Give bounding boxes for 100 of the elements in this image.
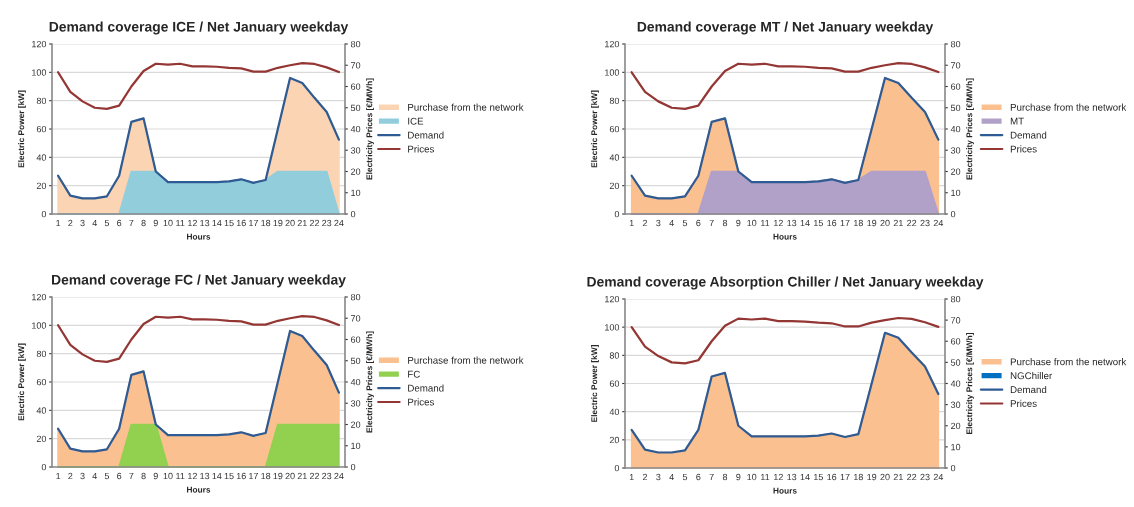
y2-tick-label: 80 bbox=[950, 40, 961, 48]
x-axis-title: Hours bbox=[187, 486, 211, 493]
y-tick-label: 60 bbox=[36, 378, 47, 386]
y-tick-label: 0 bbox=[614, 464, 620, 472]
x-tick-label: 24 bbox=[334, 219, 344, 227]
x-axis-title: Hours bbox=[773, 487, 797, 494]
x-tick-label: 18 bbox=[261, 219, 271, 227]
x-tick-label: 6 bbox=[696, 219, 701, 227]
x-tick-label: 13 bbox=[200, 472, 210, 480]
x-tick-label: 16 bbox=[827, 473, 837, 481]
legend-label: Demand bbox=[1010, 131, 1047, 139]
y-tick-label: 20 bbox=[36, 435, 47, 443]
y2-tick-label: 30 bbox=[350, 400, 361, 407]
legend-label: Purchase from the network bbox=[1010, 103, 1127, 111]
y2-tick-label: 60 bbox=[351, 83, 361, 90]
x-tick-label: 4 bbox=[92, 219, 97, 227]
y-tick-label: 120 bbox=[605, 295, 620, 303]
x-tick-label: 18 bbox=[854, 219, 863, 227]
y-tick-label: 40 bbox=[609, 154, 620, 161]
x-tick-label: 15 bbox=[224, 219, 234, 227]
y2-tick-label: 40 bbox=[950, 380, 961, 387]
y2-tick-label: 50 bbox=[350, 104, 361, 112]
x-tick-label: 3 bbox=[80, 472, 85, 480]
x-tick-label: 12 bbox=[774, 473, 783, 481]
legend-label: NGChiller bbox=[1010, 372, 1053, 380]
x-tick-label: 5 bbox=[682, 473, 688, 481]
y-tick-label: 80 bbox=[609, 352, 620, 359]
x-tick-label: 17 bbox=[249, 472, 259, 480]
x-tick-label: 24 bbox=[933, 473, 944, 481]
legend-label: Demand bbox=[408, 131, 444, 139]
x-tick-label: 8 bbox=[141, 219, 146, 227]
y-tick-label: 100 bbox=[32, 322, 47, 329]
x-tick-label: 9 bbox=[736, 219, 741, 227]
x-tick-label: 10 bbox=[747, 219, 757, 227]
y-tick-label: 80 bbox=[609, 97, 620, 105]
y2-tick-label: 70 bbox=[951, 62, 961, 69]
x-tick-label: 1 bbox=[56, 472, 61, 480]
legend-label: Purchase from the network bbox=[408, 356, 524, 364]
y2-tick-label: 10 bbox=[951, 189, 961, 197]
x-tick-label: 12 bbox=[188, 472, 197, 480]
x-tick-label: 21 bbox=[297, 219, 307, 227]
x-tick-label: 22 bbox=[907, 473, 917, 481]
legend-label: Prices bbox=[1010, 399, 1037, 407]
x-tick-label: 20 bbox=[880, 219, 890, 227]
y2-tick-label: 60 bbox=[351, 336, 361, 343]
y-tick-label: 40 bbox=[609, 408, 620, 416]
y2-tick-label: 50 bbox=[350, 357, 361, 365]
x-tick-label: 3 bbox=[656, 219, 661, 227]
x-tick-label: 14 bbox=[212, 472, 222, 480]
y2-tick-label: 80 bbox=[350, 40, 361, 48]
x-tick-label: 11 bbox=[176, 472, 185, 480]
x-tick-label: 21 bbox=[893, 473, 903, 481]
chart-title: Demand coverage Absorption Chiller / Net January weekday bbox=[587, 276, 984, 290]
x-tick-label: 11 bbox=[761, 219, 770, 227]
y-tick-label: 80 bbox=[36, 350, 47, 358]
x-tick-label: 10 bbox=[163, 472, 173, 480]
y2-tick-label: 40 bbox=[350, 125, 361, 133]
y2-tick-label: 10 bbox=[351, 442, 361, 450]
chart-title: Demand coverage FC / Net January weekday bbox=[52, 274, 346, 288]
y-tick-label: 120 bbox=[32, 293, 47, 301]
x-tick-label: 9 bbox=[153, 219, 158, 227]
y2-axis-title: Electricity Prices [€/MWh] bbox=[966, 333, 974, 434]
x-tick-label: 7 bbox=[129, 219, 134, 227]
y2-tick-label: 60 bbox=[951, 338, 961, 345]
x-tick-label: 2 bbox=[68, 472, 73, 480]
y2-axis-title: Electricity Prices [€/MWh] bbox=[366, 78, 374, 180]
y-tick-label: 20 bbox=[609, 182, 620, 190]
x-tick-label: 16 bbox=[827, 219, 837, 227]
x-tick-label: 19 bbox=[273, 472, 283, 480]
x-tick-label: 11 bbox=[176, 219, 185, 227]
y-axis-title: Electric Power [kW] bbox=[18, 343, 26, 421]
x-tick-label: 21 bbox=[297, 472, 307, 480]
y-tick-label: 100 bbox=[605, 324, 620, 331]
x-axis-title: Hours bbox=[773, 233, 797, 240]
x-tick-label: 14 bbox=[800, 473, 810, 481]
x-tick-label: 9 bbox=[153, 472, 158, 480]
x-tick-label: 24 bbox=[334, 472, 344, 480]
x-tick-label: 7 bbox=[709, 219, 714, 227]
x-tick-label: 17 bbox=[840, 219, 850, 227]
x-tick-label: 16 bbox=[236, 219, 246, 227]
legend-label: Demand bbox=[408, 384, 444, 392]
legend-label: Prices bbox=[408, 398, 435, 406]
x-tick-label: 10 bbox=[163, 219, 173, 227]
x-tick-label: 21 bbox=[893, 219, 903, 227]
y-axis-title: Electric Power [kW] bbox=[591, 345, 599, 422]
x-tick-label: 20 bbox=[880, 473, 890, 481]
legend-label: Demand bbox=[1010, 385, 1047, 394]
x-tick-label: 3 bbox=[656, 473, 661, 481]
x-tick-label: 23 bbox=[322, 472, 332, 480]
y2-tick-label: 0 bbox=[950, 464, 956, 472]
y2-tick-label: 40 bbox=[350, 378, 361, 386]
x-tick-label: 15 bbox=[224, 472, 234, 480]
x-tick-label: 7 bbox=[129, 472, 134, 480]
x-tick-label: 10 bbox=[747, 473, 757, 481]
x-tick-label: 4 bbox=[92, 472, 97, 480]
y2-axis-title: Electricity Prices [€/MWh] bbox=[366, 331, 374, 433]
line-series bbox=[56, 315, 341, 363]
x-tick-label: 17 bbox=[840, 473, 850, 481]
y2-tick-label: 20 bbox=[351, 168, 361, 175]
y-tick-label: 80 bbox=[36, 97, 47, 105]
